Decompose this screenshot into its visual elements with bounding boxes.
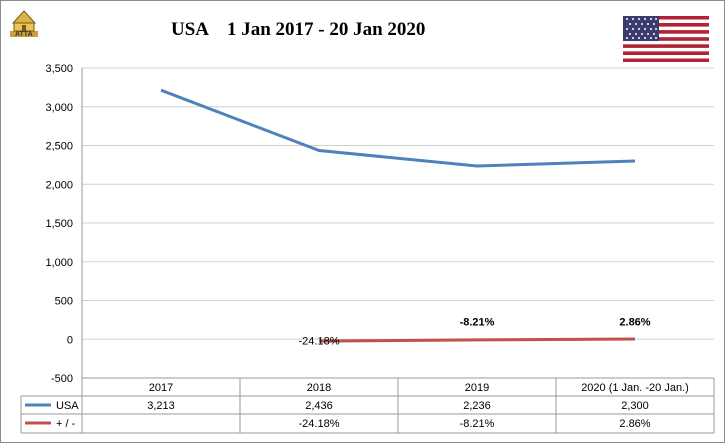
data-label: 2.86% (619, 316, 650, 328)
x-category-label: 2020 (1 Jan. -20 Jan.) (581, 382, 689, 394)
table-cell: -8.21% (460, 418, 495, 430)
series-layer (160, 88, 636, 343)
y-tick-label: 1,000 (45, 257, 73, 269)
grid-layer (81, 67, 714, 379)
y-tick-label: 2,500 (45, 141, 73, 153)
x-category-label: 2019 (465, 382, 489, 394)
data-table: 2017 2018 2019 2020 (1 Jan. -20 Jan.) USA 3,2… (20, 377, 715, 434)
usa-flag-icon (623, 16, 709, 62)
x-category-label: 2017 (149, 382, 173, 394)
y-tick-label: 3,000 (45, 102, 73, 114)
logo-text: ATTA (15, 31, 33, 38)
x-category-label: 2018 (307, 382, 331, 394)
y-tick-label: -500 (51, 373, 73, 385)
y-tick-label: 500 (55, 296, 73, 308)
series-line (318, 337, 636, 343)
data-labels: -24.18% -8.21% 2.86% (299, 316, 651, 347)
y-tick-label: 1,500 (45, 218, 73, 230)
table-cell: 3,213 (147, 400, 175, 412)
table-cell: -24.18% (299, 418, 340, 430)
series-line (160, 88, 636, 168)
table-cell: 2,436 (305, 400, 333, 412)
table-cell: 2.86% (619, 418, 650, 430)
data-label: -8.21% (460, 316, 495, 328)
legend-label: + / - (56, 418, 76, 430)
atta-logo (10, 10, 38, 37)
y-axis-ticks: 3,500 3,000 2,500 2,000 1,500 1,000 500 0 -500 (45, 63, 73, 385)
table-cell: 2,236 (463, 400, 491, 412)
y-tick-label: 2,000 (45, 179, 73, 191)
data-label: -24.18% (299, 335, 340, 347)
legend-label: USA (56, 400, 79, 412)
chart-title: USA 1 Jan 2017 - 20 Jan 2020 (171, 19, 426, 40)
y-tick-label: 3,500 (45, 63, 73, 75)
table-cell: 2,300 (621, 400, 649, 412)
y-tick-label: 0 (67, 334, 73, 346)
